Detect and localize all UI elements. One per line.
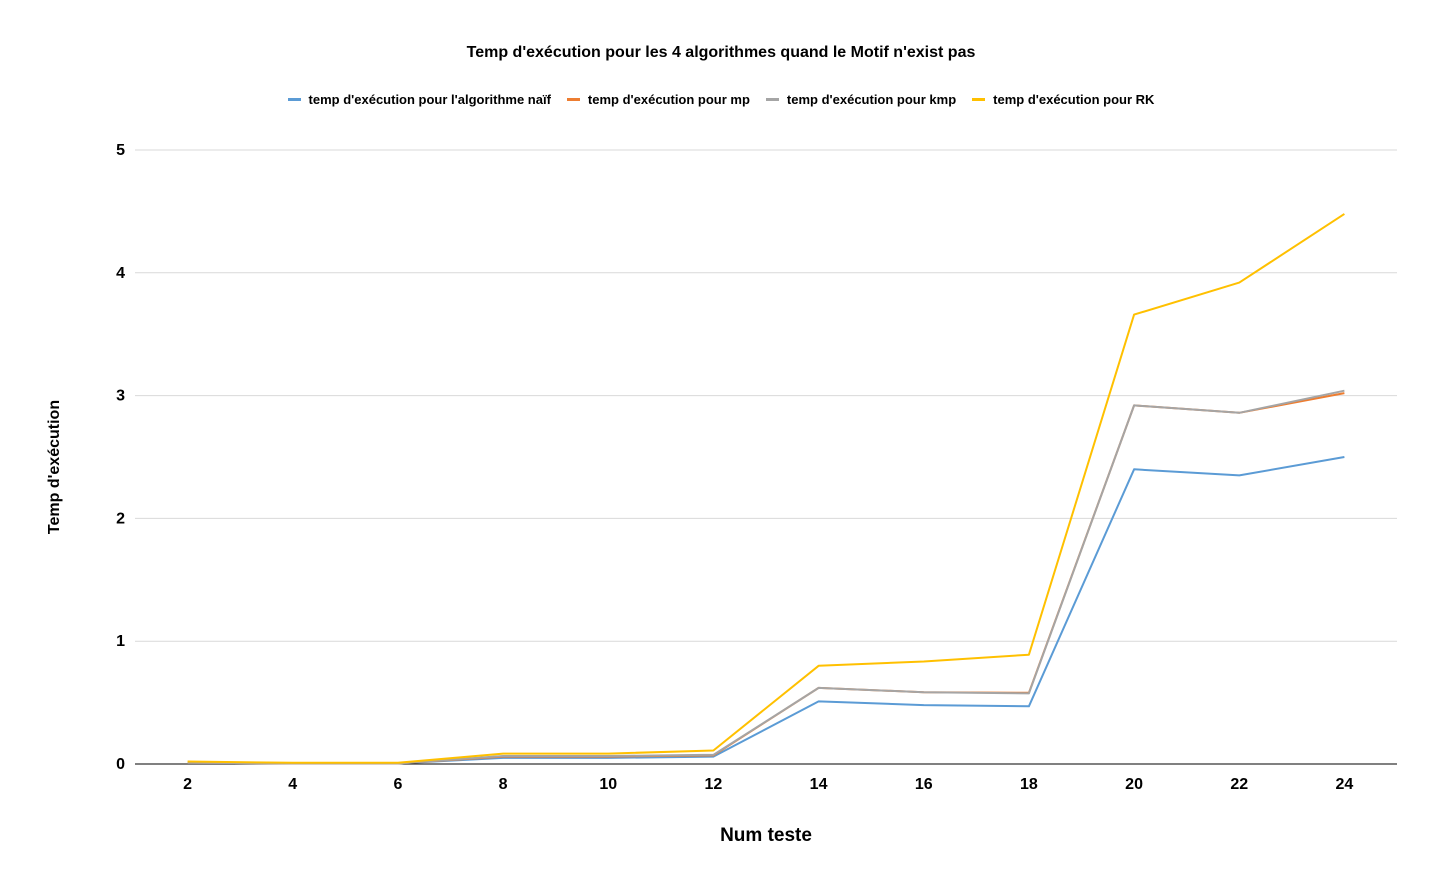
x-tick-label: 22 (1230, 776, 1248, 793)
legend-label-kmp: temp d'exécution pour kmp (786, 92, 957, 107)
legend-swatch-kmp (765, 98, 779, 101)
legend-swatch-naif (287, 98, 301, 101)
x-tick-label: 6 (393, 776, 402, 793)
y-tick-label: 0 (116, 756, 125, 773)
y-tick-label: 2 (116, 510, 125, 527)
x-tick-label: 16 (915, 776, 933, 793)
x-tick-label: 24 (1336, 776, 1354, 793)
x-tick-label: 14 (810, 776, 828, 793)
legend-swatch-mp (566, 98, 580, 101)
y-tick-label: 3 (116, 388, 125, 405)
legend-item-naif: temp d'exécution pour l'algorithme naïf (287, 92, 551, 107)
x-tick-label: 2 (183, 776, 192, 793)
legend-swatch-rk (972, 98, 986, 101)
y-tick-label: 4 (116, 265, 125, 282)
series-line-rk (187, 213, 1345, 764)
x-tick-label: 12 (705, 776, 723, 793)
legend-item-kmp: temp d'exécution pour kmp (765, 92, 957, 107)
y-axis-label: Temp d'exécution (46, 399, 63, 535)
legend-label-rk: temp d'exécution pour RK (993, 92, 1155, 107)
y-tick-label: 5 (116, 142, 125, 159)
legend-item-mp: temp d'exécution pour mp (566, 92, 750, 107)
y-tick-label: 1 (116, 633, 125, 650)
x-tick-label: 18 (1020, 776, 1038, 793)
gridlines (135, 149, 1397, 642)
x-axis-label: Num teste (720, 825, 812, 846)
x-tick-label: 10 (599, 776, 617, 793)
legend-label-naif: temp d'exécution pour l'algorithme naïf (308, 92, 551, 107)
legend-label-mp: temp d'exécution pour mp (587, 92, 750, 107)
x-tick-label: 4 (288, 776, 297, 793)
legend: temp d'exécution pour l'algorithme naïf … (0, 92, 1442, 107)
legend-item-rk: temp d'exécution pour RK (972, 92, 1154, 107)
series-line-naif (187, 456, 1345, 765)
series-lines (187, 213, 1345, 765)
chart-title: Temp d'exécution pour les 4 algorithmes … (466, 44, 976, 61)
x-tick-label: 8 (499, 776, 508, 793)
x-tick-label: 20 (1125, 776, 1143, 793)
